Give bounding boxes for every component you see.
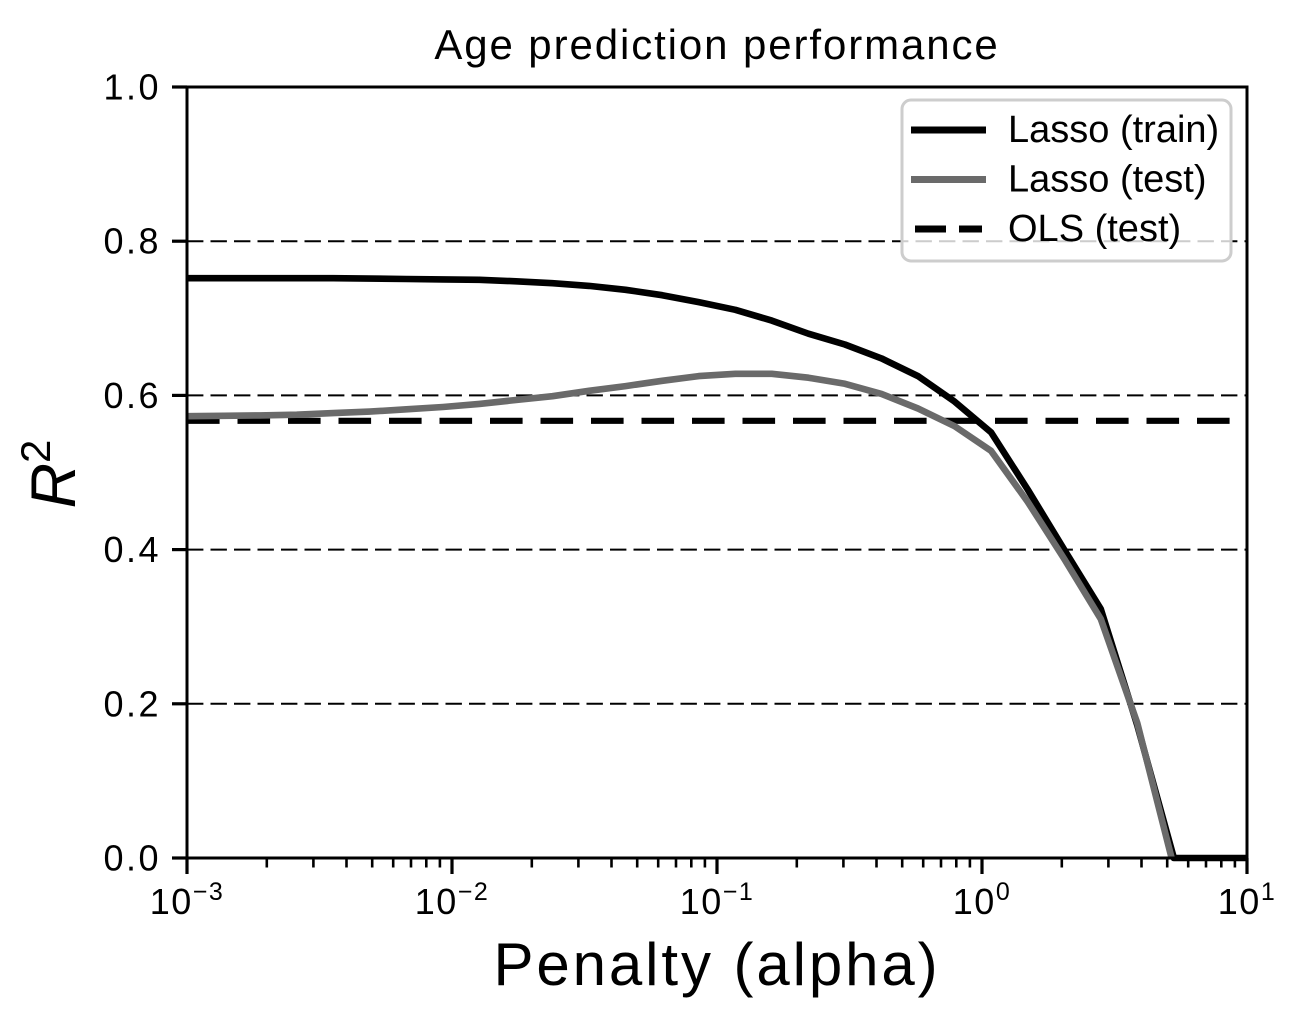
svg-text:0.8: 0.8 [103, 221, 161, 262]
svg-text:0.6: 0.6 [103, 375, 161, 416]
svg-text:Lasso (train): Lasso (train) [1008, 109, 1219, 151]
svg-text:Penalty (alpha): Penalty (alpha) [493, 931, 940, 998]
svg-text:10−3: 10−3 [150, 878, 225, 922]
svg-text:OLS (test): OLS (test) [1008, 208, 1181, 250]
svg-text:Lasso (test): Lasso (test) [1008, 159, 1207, 201]
svg-text:0.0: 0.0 [103, 838, 161, 879]
svg-text:Age prediction performance: Age prediction performance [434, 21, 999, 68]
svg-text:0.2: 0.2 [103, 683, 161, 724]
svg-text:0.4: 0.4 [103, 529, 161, 570]
svg-text:R2: R2 [12, 440, 89, 509]
svg-text:1.0: 1.0 [103, 67, 161, 108]
